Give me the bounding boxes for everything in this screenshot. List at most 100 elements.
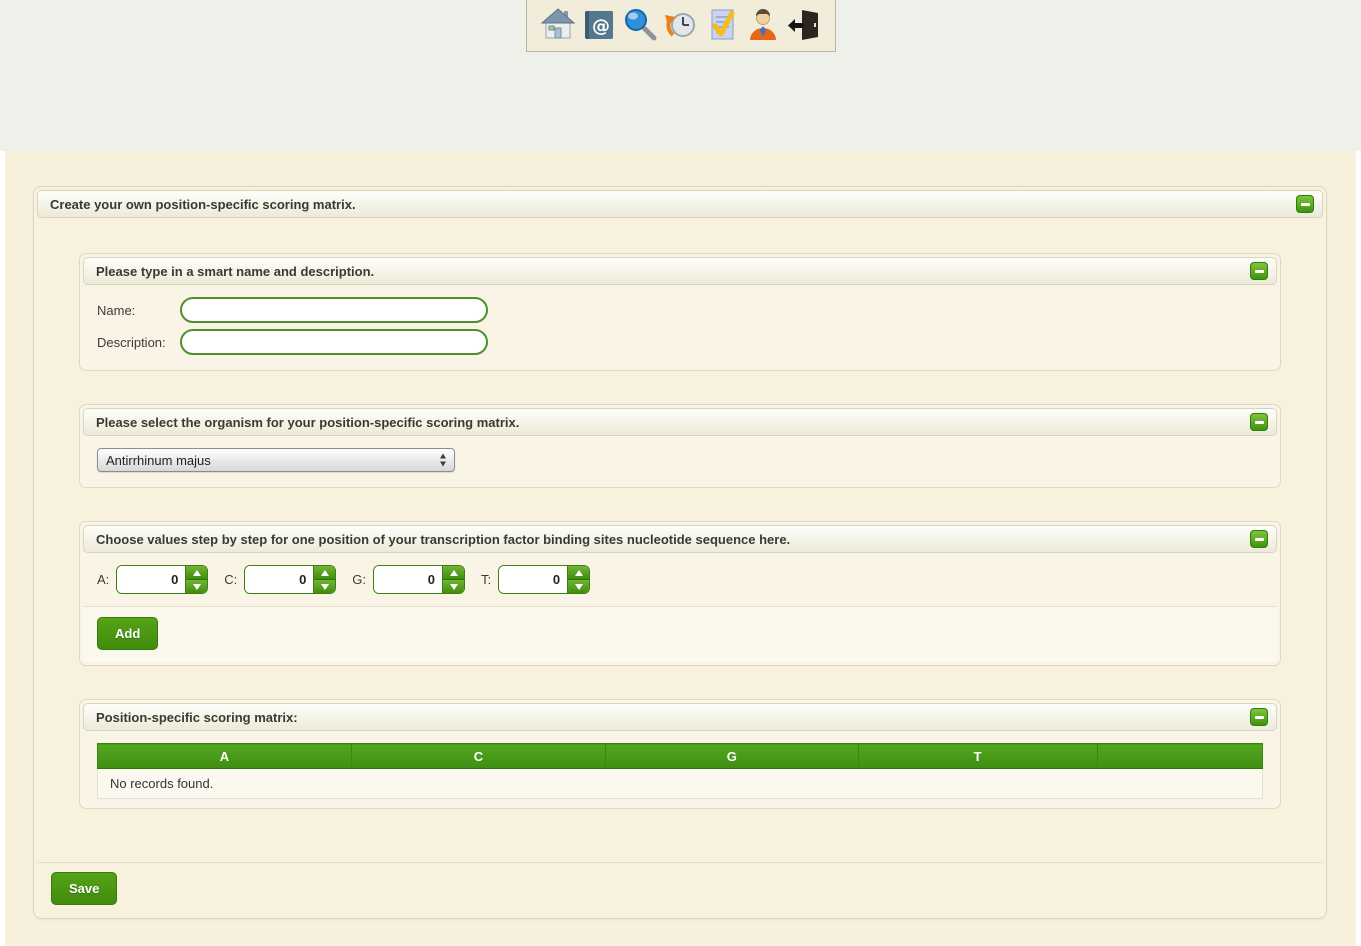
section-header: Position-specific scoring matrix: [83,703,1277,731]
values-section-footer: Add [83,606,1277,662]
arrow-up-icon [574,569,583,576]
empty-message: No records found. [97,768,1263,799]
section-content: Name: Description: [83,285,1277,367]
spinner-input-c[interactable] [245,566,314,593]
contacts-icon: @ [584,11,613,39]
arrow-down-icon [320,583,329,590]
description-label: Description: [97,334,166,350]
page-content: Create your own position-specific scorin… [5,151,1356,946]
section-title: Please type in a smart name and descript… [96,263,375,279]
nucleotide-spinner-row: A: C: [97,565,1263,594]
spin-up-button[interactable] [314,566,336,580]
collapse-button[interactable] [1250,530,1268,548]
spin-up-button[interactable] [186,566,208,580]
toolbar-button-tasks[interactable] [702,5,742,45]
section-title: Choose values step by step for one posit… [96,531,791,547]
collapse-button[interactable] [1250,413,1268,431]
spinner-label-a: A: [97,572,110,587]
pssm-table: A C G T No records found. [97,743,1264,799]
name-input[interactable] [180,297,488,323]
toolbar-button-contacts[interactable]: @ [579,5,619,45]
spin-up-button[interactable] [443,566,465,580]
section-title: Please select the organism for your posi… [96,414,520,430]
spinner-input-a[interactable] [117,566,186,593]
organism-select[interactable]: Antirrhinum majus [97,448,455,472]
user-icon [749,9,776,40]
history-icon [664,13,695,37]
name-description-section: Please type in a smart name and descript… [79,253,1281,371]
spin-down-button[interactable] [314,580,336,593]
section-header: Please select the organism for your posi… [83,408,1277,436]
spin-down-button[interactable] [186,580,208,593]
section-header: Please type in a smart name and descript… [83,257,1277,285]
spinner-control-g [373,565,466,594]
column-header-empty [1097,743,1264,769]
name-field-row: Name: [97,297,1263,323]
organism-select-wrapper: Antirrhinum majus [97,448,455,472]
spinner-control-c [244,565,337,594]
section-content: A C G T No records found. [83,731,1277,805]
section-content: Antirrhinum majus [83,436,1277,484]
minus-icon [1254,537,1264,541]
choose-values-section: Choose values step by step for one posit… [79,521,1281,666]
column-header-t: T [858,743,1098,769]
svg-text:@: @ [592,16,610,37]
spinner-group-a: A: [97,565,209,594]
arrow-up-icon [449,569,458,576]
collapse-button[interactable] [1250,708,1268,726]
toolbar-button-home[interactable] [538,5,578,45]
toolbar-button-logout[interactable] [784,5,824,45]
spinner-input-t[interactable] [499,566,568,593]
section-content: A: C: [83,553,1277,606]
description-input[interactable] [180,329,488,355]
spinner-input-g[interactable] [374,566,443,593]
spinner-control-t [498,565,591,594]
spinner-group-c: C: [224,565,337,594]
table-row: No records found. [97,768,1263,799]
toolbar-button-search[interactable] [620,5,660,45]
spinner-buttons [567,566,590,593]
collapse-button[interactable] [1296,195,1314,213]
column-header-c: C [351,743,606,769]
spinner-label-c: C: [224,572,238,587]
minus-icon [1254,715,1264,719]
add-button[interactable]: Add [97,617,159,650]
spinner-label-g: G: [352,572,367,587]
collapse-button[interactable] [1250,262,1268,280]
spinner-group-t: T: [481,565,591,594]
spinner-buttons [442,566,465,593]
top-band: @ [0,0,1361,151]
section-title: Position-specific scoring matrix: [96,709,298,725]
arrow-down-icon [449,583,458,590]
spinner-buttons [185,566,208,593]
home-icon [540,8,575,39]
arrow-up-icon [192,569,201,576]
arrow-down-icon [574,583,583,590]
column-header-a: A [97,743,352,769]
pssm-create-panel: Create your own position-specific scorin… [33,186,1327,919]
organism-section: Please select the organism for your posi… [79,404,1281,488]
table-header-row: A C G T [97,743,1264,769]
minus-icon [1254,269,1264,273]
section-header: Choose values step by step for one posit… [83,525,1277,553]
spinner-label-t: T: [481,572,492,587]
spin-down-button[interactable] [568,580,590,593]
save-button[interactable]: Save [51,872,118,905]
spin-down-button[interactable] [443,580,465,593]
name-label: Name: [97,302,136,318]
toolbar: @ [525,0,836,52]
minus-icon [1300,202,1310,206]
search-icon [624,9,656,41]
toolbar-button-user[interactable] [743,5,783,45]
arrow-up-icon [320,569,329,576]
panel-body: Please type in a smart name and descript… [37,218,1323,809]
panel-title: Create your own position-specific scorin… [50,196,356,212]
toolbar-button-history[interactable] [661,5,701,45]
logout-icon [787,10,818,40]
spin-up-button[interactable] [568,566,590,580]
spinner-control-a [116,565,209,594]
panel-footer: Save [37,862,1323,915]
description-field-row: Description: [97,329,1263,355]
panel-header: Create your own position-specific scorin… [37,190,1323,218]
matrix-section: Position-specific scoring matrix: A C G [79,699,1281,809]
